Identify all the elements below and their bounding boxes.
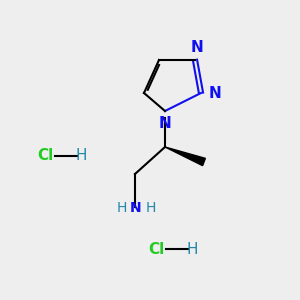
Text: Cl: Cl xyxy=(37,148,53,164)
Text: N: N xyxy=(190,40,203,55)
Text: N: N xyxy=(159,116,171,130)
Text: H: H xyxy=(75,148,87,164)
Text: H: H xyxy=(186,242,198,256)
Text: N: N xyxy=(208,85,221,100)
Text: H: H xyxy=(146,202,156,215)
Text: N: N xyxy=(130,202,141,215)
Text: Cl: Cl xyxy=(148,242,164,256)
Polygon shape xyxy=(165,147,206,166)
Text: H: H xyxy=(116,202,127,215)
